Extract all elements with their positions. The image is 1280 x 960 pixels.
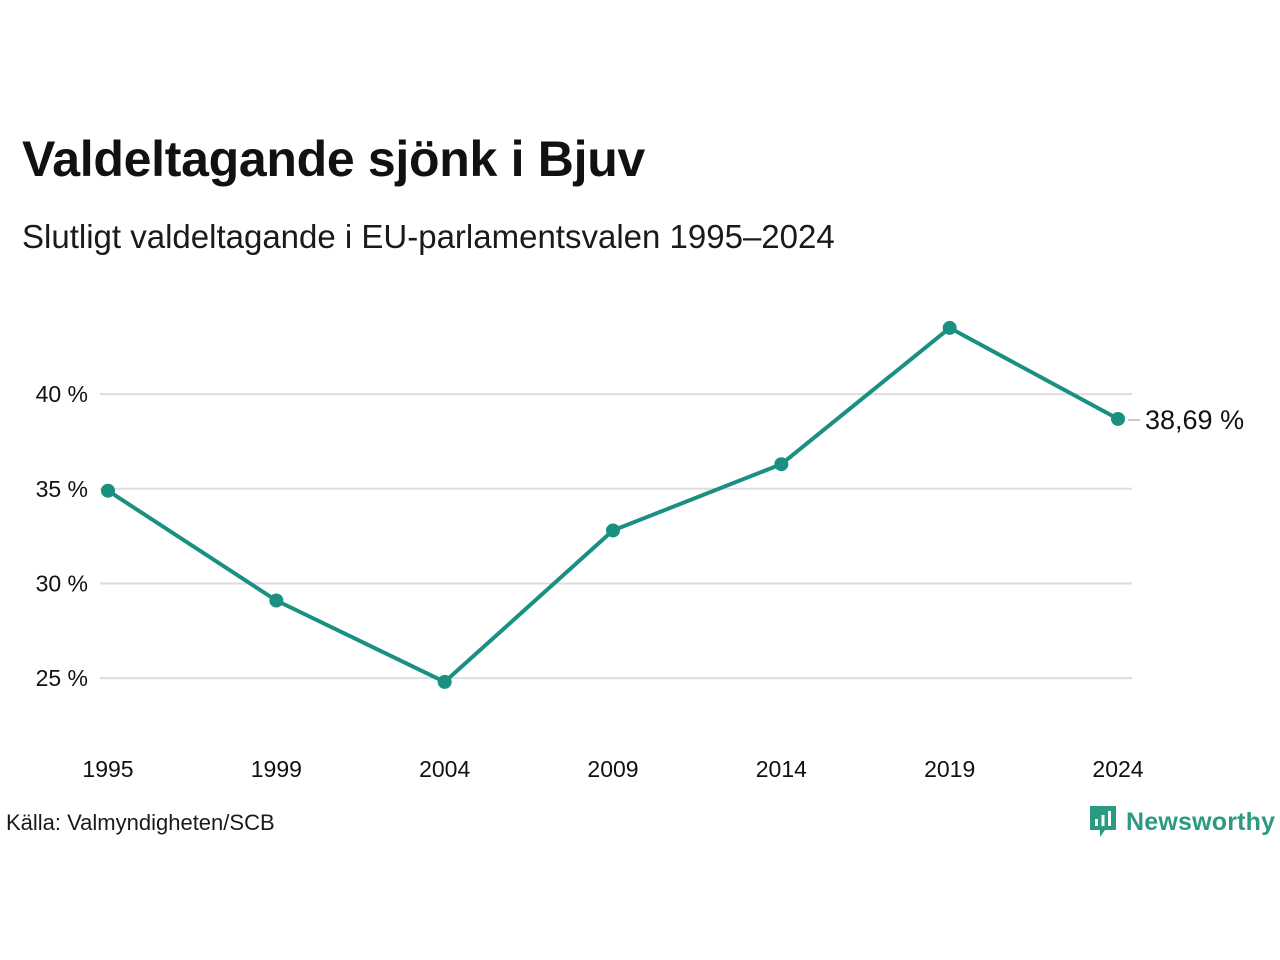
data-point	[269, 593, 284, 608]
x-tick-label: 2014	[756, 756, 807, 782]
data-point	[101, 483, 115, 498]
series-line	[106, 325, 1120, 684]
x-tick-label: 2009	[587, 756, 638, 782]
data-point	[606, 523, 620, 538]
x-tick-label: 1999	[251, 756, 302, 782]
chart-subtitle: Slutligt valdeltagande i EU-parlamentsva…	[22, 218, 835, 255]
newsworthy-logo-icon	[1090, 806, 1116, 837]
y-tick-label: 30 %	[36, 570, 88, 596]
end-label: 38,69 %	[1128, 405, 1244, 435]
y-tick-label: 25 %	[36, 665, 88, 691]
data-points	[101, 320, 1125, 689]
y-axis-tick-labels: 25 % 30 % 35 % 40 %	[36, 381, 88, 691]
x-axis-tick-labels: 1995 1999 2004 2009 2014 2019 2024	[82, 756, 1143, 782]
data-point	[942, 320, 957, 335]
x-tick-label: 1995	[82, 756, 133, 782]
data-point	[1111, 411, 1125, 426]
chart-title: Valdeltagande sjönk i Bjuv	[22, 131, 645, 187]
brand-name: Newsworthy	[1126, 807, 1276, 836]
end-value-label: 38,69 %	[1145, 405, 1244, 435]
series-line-path	[106, 325, 1120, 684]
source-note: Källa: Valmyndigheten/SCB	[6, 810, 275, 835]
data-point	[774, 457, 789, 472]
grid-lines	[100, 393, 1132, 680]
y-tick-label: 40 %	[36, 381, 88, 407]
x-tick-label: 2024	[1092, 756, 1143, 782]
y-tick-label: 35 %	[36, 476, 88, 502]
data-point	[437, 674, 452, 689]
x-tick-label: 2004	[419, 756, 470, 782]
brand-logo[interactable]: Newsworthy	[1088, 804, 1275, 840]
x-tick-label: 2019	[924, 756, 975, 782]
